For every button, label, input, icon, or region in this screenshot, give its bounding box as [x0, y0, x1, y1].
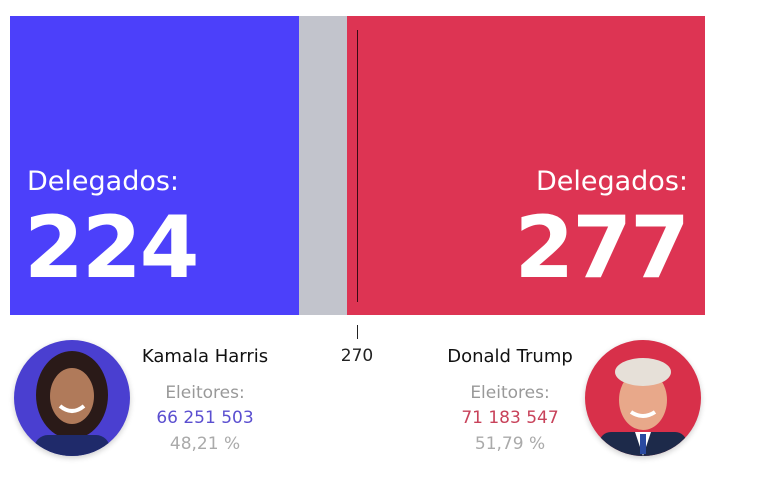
harris-votes: 66 251 503 [156, 408, 254, 428]
trump-delegates-label: Delegados: [535, 166, 688, 197]
trump-name: Donald Trump [447, 346, 573, 367]
trump-delegates-count: 277 [514, 198, 690, 298]
harris-photo [14, 340, 130, 456]
trump-voters-label: Eleitores: [470, 383, 550, 403]
threshold-label: 270 [340, 346, 374, 366]
harris-voters-label: Eleitores: [165, 383, 245, 403]
harris-delegates-bar [10, 16, 299, 315]
harris-delegates-label: Delegados: [27, 166, 180, 197]
trump-delegates-bar [347, 16, 705, 315]
trump-votes: 71 183 547 [461, 408, 559, 428]
threshold-tick [357, 325, 358, 339]
trump-percent: 51,79 % [474, 434, 546, 454]
undecided-bar [299, 16, 347, 315]
trump-photo [585, 340, 701, 456]
harris-percent: 48,21 % [169, 434, 241, 454]
harris-delegates-count: 224 [24, 198, 200, 298]
threshold-line [357, 30, 358, 302]
harris-name: Kamala Harris [141, 346, 269, 367]
